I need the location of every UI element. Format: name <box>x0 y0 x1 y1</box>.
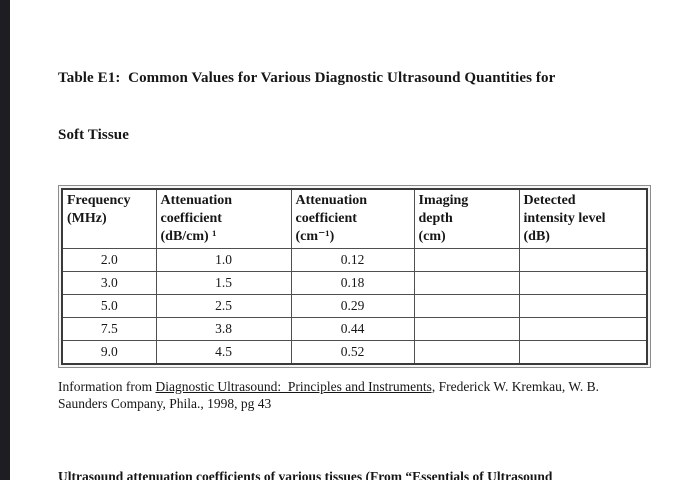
ultrasound-quantities-table-border: Frequency (MHz) Attenuation coefficient … <box>58 185 651 368</box>
column-header-attenuation-cm: Attenuation coefficient (cm⁻¹) <box>290 188 415 249</box>
column-header-imaging-depth: Imaging depth (cm) <box>413 188 520 249</box>
citation: Information from Diagnostic Ultrasound: … <box>58 378 650 412</box>
cell-attenuation-db: 4.5 <box>155 340 292 364</box>
table2-heading-line1: Ultrasound attenuation coefficients of v… <box>58 468 553 480</box>
cell-imaging-depth <box>413 271 520 295</box>
column-header-attenuation-db: Attenuation coefficient (dB/cm) ¹ <box>155 188 292 249</box>
cell-imaging-depth <box>413 317 520 341</box>
cell-frequency: 7.5 <box>61 317 157 341</box>
cell-intensity-level <box>518 340 648 364</box>
cell-attenuation-cm: 0.29 <box>290 294 415 318</box>
ultrasound-quantities-table: Frequency (MHz) Attenuation coefficient … <box>61 188 648 365</box>
cell-intensity-level <box>518 248 648 272</box>
cell-intensity-level <box>518 294 648 318</box>
table-row: 7.5 3.8 0.44 <box>61 317 648 341</box>
cell-frequency: 5.0 <box>61 294 157 318</box>
cell-attenuation-db: 1.5 <box>155 271 292 295</box>
cell-intensity-level <box>518 271 648 295</box>
document-content: Table E1: Common Values for Various Diag… <box>58 0 664 480</box>
table-row: 5.0 2.5 0.29 <box>61 294 648 318</box>
header-row: Frequency (MHz) Attenuation coefficient … <box>61 188 648 249</box>
table-row: 9.0 4.5 0.52 <box>61 340 648 364</box>
cell-attenuation-cm: 0.12 <box>290 248 415 272</box>
cell-attenuation-cm: 0.52 <box>290 340 415 364</box>
cell-imaging-depth <box>413 340 520 364</box>
cell-imaging-depth <box>413 248 520 272</box>
table-row: 2.0 1.0 0.12 <box>61 248 648 272</box>
page-left-edge-bar <box>0 0 10 480</box>
cell-attenuation-db: 3.8 <box>155 317 292 341</box>
cell-frequency: 3.0 <box>61 271 157 295</box>
column-header-intensity-level: Detected intensity level (dB) <box>518 188 648 249</box>
cell-intensity-level <box>518 317 648 341</box>
cell-attenuation-db: 2.5 <box>155 294 292 318</box>
column-header-frequency: Frequency (MHz) <box>61 188 157 249</box>
cell-attenuation-db: 1.0 <box>155 248 292 272</box>
citation-book-title: Diagnostic Ultrasound: Principles and In… <box>155 378 436 394</box>
table1-title: Table E1: Common Values for Various Diag… <box>58 31 664 183</box>
citation-prefix: Information from <box>58 378 156 394</box>
table-row: 3.0 1.5 0.18 <box>61 271 648 295</box>
cell-imaging-depth <box>413 294 520 318</box>
citation-suffix: Frederick W. Kremkau, W. B. Saunders Com… <box>58 378 603 411</box>
cell-attenuation-cm: 0.44 <box>290 317 415 341</box>
table1-title-line2: Soft Tissue <box>58 127 129 143</box>
table2-heading: Ultrasound attenuation coefficients of v… <box>58 434 664 480</box>
cell-frequency: 2.0 <box>61 248 157 272</box>
cell-attenuation-cm: 0.18 <box>290 271 415 295</box>
cell-frequency: 9.0 <box>61 340 157 364</box>
table1-title-line1: Table E1: Common Values for Various Diag… <box>58 70 556 86</box>
